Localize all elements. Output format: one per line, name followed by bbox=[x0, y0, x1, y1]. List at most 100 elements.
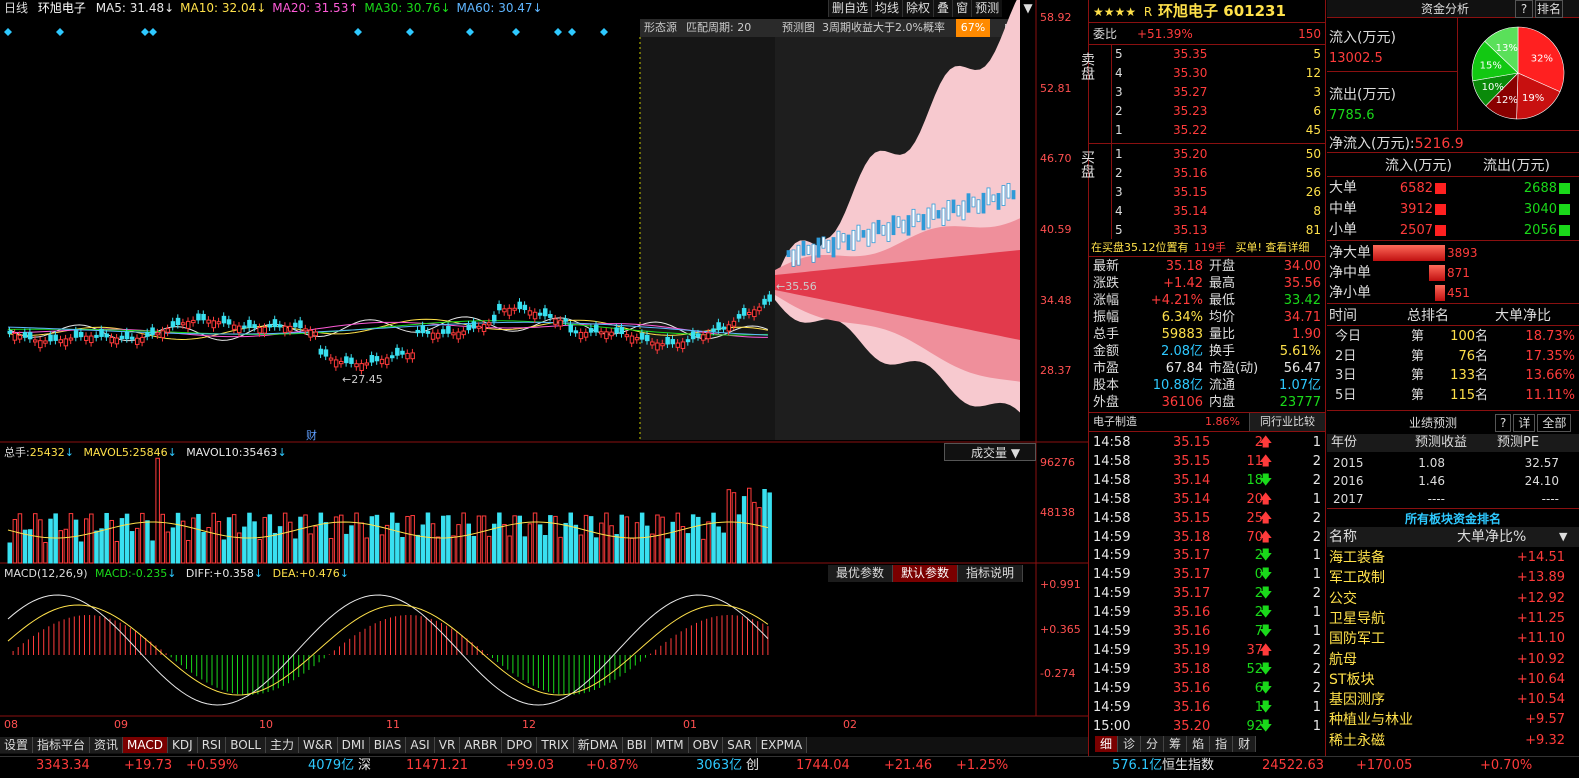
help-button[interactable]: ? bbox=[1515, 0, 1533, 18]
indicator-tab[interactable]: MACD bbox=[123, 737, 169, 753]
toolbar-button[interactable]: 预测 bbox=[971, 0, 1002, 17]
book-row[interactable]: 2 35.16 56 bbox=[1115, 166, 1321, 180]
indicator-tab[interactable]: DMI bbox=[337, 737, 370, 753]
arrow-down-icon: 🡇 bbox=[1259, 661, 1273, 677]
indicator-tab[interactable]: EXPMA bbox=[756, 737, 808, 753]
indicator-tab[interactable]: 设置 bbox=[0, 737, 34, 753]
rating-stars: ★★★★ bbox=[1093, 5, 1137, 19]
status-value: +1.25% bbox=[956, 758, 1009, 773]
tick-row: 15:00 35.20 92 🡇 1 bbox=[1093, 718, 1321, 734]
indicator-tab[interactable]: OBV bbox=[688, 737, 724, 753]
book-row[interactable]: 5 35.35 5 bbox=[1115, 47, 1321, 61]
candlestick-chart[interactable] bbox=[0, 0, 1088, 736]
tick-row: 14:58 35.14 20 🡅 1 bbox=[1093, 491, 1321, 507]
book-row[interactable]: 2 35.23 6 bbox=[1115, 104, 1321, 118]
quote-tab[interactable]: 筹 bbox=[1164, 736, 1188, 752]
book-row[interactable]: 5 35.13 81 bbox=[1115, 223, 1321, 237]
arrow-down-icon: 🡇 bbox=[1259, 605, 1273, 621]
axis-tick-label: 48138 bbox=[1040, 506, 1075, 519]
volume-selector[interactable]: 成交量 ▼ bbox=[944, 443, 1036, 461]
tick-row: 14:59 35.16 7 🡇 1 bbox=[1093, 624, 1321, 639]
indicator-tab[interactable]: KDJ bbox=[168, 737, 198, 753]
tick-row: 14:59 35.16 2 🡇 1 bbox=[1093, 605, 1321, 621]
indicator-tab[interactable]: 指标平台 bbox=[33, 737, 91, 753]
sector-row[interactable]: 稀土永磁 +9.32 bbox=[1329, 732, 1565, 749]
sector-row[interactable]: 军工改制 +13.89 bbox=[1329, 570, 1565, 587]
forecast-desc: 3周期收益大于2.0%概率 bbox=[822, 21, 945, 34]
status-value: 24522.63 bbox=[1262, 758, 1325, 773]
pie-slice[interactable] bbox=[1516, 72, 1561, 120]
indicator-tab[interactable]: MTM bbox=[651, 737, 689, 753]
quote-tab[interactable]: 诊 bbox=[1118, 736, 1142, 752]
capital-pie-chart[interactable]: 32% 19% 12% 10% 15% 13% bbox=[1457, 18, 1579, 130]
macd-param-button[interactable]: 指标说明 bbox=[958, 565, 1024, 582]
net-order-row: 净大单 3893 bbox=[1329, 245, 1478, 261]
forecast-button[interactable]: ? bbox=[1495, 414, 1512, 432]
indicator-tab[interactable]: 新DMA bbox=[573, 737, 623, 753]
sector-row[interactable]: 国防军工 +11.10 bbox=[1329, 631, 1565, 648]
book-row[interactable]: 4 35.14 8 bbox=[1115, 204, 1321, 218]
book-row[interactable]: 3 35.15 26 bbox=[1115, 185, 1321, 199]
tick-row: 14:59 35.16 1 🡇 1 bbox=[1093, 699, 1321, 715]
pattern-source-label[interactable]: 形态源 bbox=[644, 21, 677, 34]
quote-tab[interactable]: 细 bbox=[1095, 736, 1119, 752]
indicator-tab[interactable]: VR bbox=[434, 737, 461, 753]
indicator-tab[interactable]: RSI bbox=[197, 737, 227, 753]
indicator-tab[interactable]: W&R bbox=[299, 737, 338, 753]
macd-param-button[interactable]: 默认参数 bbox=[893, 565, 959, 582]
indicator-tab[interactable]: BIAS bbox=[369, 737, 407, 753]
net-inflow-row: 净流入(万元):5216.9 bbox=[1329, 136, 1464, 152]
toolbar-button[interactable]: 删自选 bbox=[828, 0, 871, 17]
forecast-button[interactable]: 全部 bbox=[1537, 414, 1572, 432]
arrow-down-icon: 🡇 bbox=[1259, 567, 1273, 583]
axis-tick-label: -0.274 bbox=[1040, 667, 1076, 680]
sector-row[interactable]: 公交 +12.92 bbox=[1329, 590, 1565, 607]
industry-compare-button[interactable]: 同行业比较 bbox=[1249, 413, 1325, 431]
ma-legend-item: MA60: 30.47 bbox=[456, 1, 533, 15]
toolbar-button[interactable]: 窗 bbox=[952, 0, 971, 17]
arrow-down-icon: 🡇 bbox=[1259, 624, 1273, 639]
indicator-tab[interactable]: TRIX bbox=[537, 737, 574, 753]
sector-row[interactable]: 卫星导航 +11.25 bbox=[1329, 610, 1565, 627]
arrow-down-icon: 🡇 bbox=[1259, 586, 1273, 602]
indicator-tab[interactable]: ARBR bbox=[460, 737, 503, 753]
sector-row[interactable]: 基因测序 +10.54 bbox=[1329, 692, 1565, 709]
chart-toolbar-dropdown[interactable]: ▼ bbox=[1023, 1, 1033, 15]
macd-param-button[interactable]: 最优参数 bbox=[828, 565, 894, 582]
sector-row[interactable]: ST板块 +10.64 bbox=[1329, 671, 1565, 688]
rank-button[interactable]: 排名 bbox=[1535, 0, 1563, 18]
book-row[interactable]: 4 35.30 12 bbox=[1115, 66, 1321, 80]
indicator-tab[interactable]: BBI bbox=[622, 737, 652, 753]
quote-tab[interactable]: 分 bbox=[1141, 736, 1165, 752]
book-row[interactable]: 3 35.27 3 bbox=[1115, 85, 1321, 99]
chart-area[interactable]: 日线 环旭电子 MA5: 31.48↓ MA10: 32.04↓ MA20: 31.… bbox=[0, 0, 1088, 736]
toolbar-button[interactable]: 均线 bbox=[871, 0, 902, 17]
forecast-button[interactable]: 详 bbox=[1513, 414, 1536, 432]
indicator-tab[interactable]: ASI bbox=[406, 737, 435, 753]
sector-row[interactable]: 种植业与林业 +9.57 bbox=[1329, 712, 1565, 729]
quote-tab[interactable]: 焰 bbox=[1187, 736, 1211, 752]
book-row[interactable]: 1 35.20 50 bbox=[1115, 147, 1321, 161]
indicator-tab[interactable]: BOLL bbox=[226, 737, 267, 753]
indicator-tab[interactable]: DPO bbox=[502, 737, 538, 753]
quote-tab[interactable]: 财 bbox=[1233, 736, 1257, 752]
quote-tab[interactable]: 指 bbox=[1210, 736, 1234, 752]
stat-row: 股本 10.88亿 流通 1.07亿 bbox=[1093, 378, 1321, 393]
toolbar-button[interactable]: 除权 bbox=[902, 0, 933, 17]
sector-row[interactable]: 海工装备 +14.51 bbox=[1329, 550, 1565, 566]
sector-head[interactable]: 名称 大单净比% ▼ bbox=[1327, 527, 1579, 547]
pie-slice[interactable] bbox=[1517, 26, 1565, 93]
big-order-notice[interactable]: 在买盘35.12位置有 119手 买单! 查看详细 bbox=[1091, 241, 1310, 254]
toolbar-button[interactable]: 叠 bbox=[933, 0, 952, 17]
pie-slice[interactable] bbox=[1484, 26, 1519, 74]
book-row[interactable]: 1 35.22 45 bbox=[1115, 123, 1321, 137]
stock-name: 环旭电子 bbox=[37, 1, 86, 15]
indicator-tab[interactable]: SAR bbox=[723, 737, 757, 753]
arrow-up-icon: 🡅 bbox=[1259, 642, 1273, 658]
indicator-tab[interactable]: 主力 bbox=[266, 737, 300, 753]
sector-row[interactable]: 航母 +10.92 bbox=[1329, 651, 1565, 668]
period-label[interactable]: 日线 bbox=[4, 1, 29, 15]
finance-marker[interactable]: 财 bbox=[306, 429, 317, 442]
forecast-label[interactable]: 预测图 bbox=[782, 21, 815, 34]
indicator-tab[interactable]: 资讯 bbox=[90, 737, 124, 753]
